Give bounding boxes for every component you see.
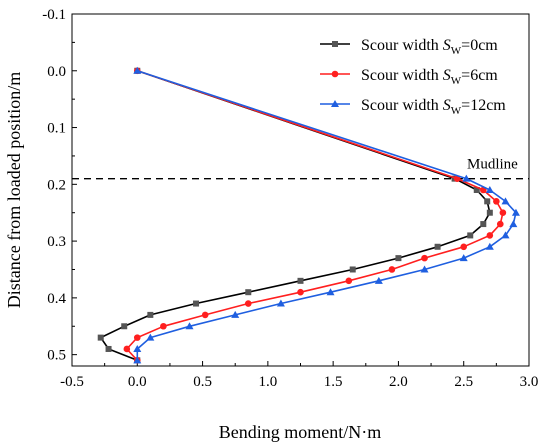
x-tick-label: 3.0 (520, 374, 539, 390)
data-point (485, 186, 494, 193)
y-tick-label: 0.3 (47, 234, 66, 250)
data-point (147, 311, 154, 318)
legend-prefix: Scour width (361, 67, 443, 84)
series-layer (97, 66, 520, 364)
data-point (244, 300, 252, 307)
legend-sub: W (451, 105, 462, 117)
series-line (126, 70, 504, 361)
data-point (485, 242, 494, 250)
legend-entry: Scour width SW=6cm (320, 67, 498, 87)
legend-var: S (443, 97, 451, 114)
series-1 (123, 67, 507, 364)
x-tick-label: 2.0 (389, 374, 408, 390)
data-point (434, 243, 441, 250)
y-tick-label: 0.5 (47, 348, 66, 364)
data-point (459, 254, 468, 262)
legend-suffix: =6cm (461, 67, 498, 84)
legend-var: S (443, 67, 451, 84)
data-point (511, 208, 520, 216)
y-tick-label: 0.1 (47, 121, 66, 137)
legend-sub: W (451, 45, 462, 57)
data-point (388, 266, 396, 273)
data-point (460, 243, 468, 251)
data-point (326, 288, 335, 296)
x-tick-label: 1.0 (258, 374, 277, 390)
data-point (499, 209, 507, 217)
data-point (467, 232, 474, 239)
series-line (99, 70, 491, 362)
data-point (133, 344, 142, 352)
legend-marker (332, 41, 338, 47)
data-point (496, 220, 504, 228)
x-axis-title: Bending moment/N·m (219, 422, 381, 442)
data-point (193, 300, 200, 307)
data-point (297, 288, 304, 296)
x-tick-label: 0.5 (193, 374, 212, 390)
data-point (480, 221, 487, 228)
legend-marker (331, 70, 339, 78)
data-point (501, 197, 510, 205)
data-point (160, 322, 167, 330)
legend-entry: Scour width SW=12cm (320, 97, 506, 117)
data-point (501, 231, 510, 239)
series-2 (133, 66, 520, 364)
data-point (146, 333, 155, 341)
legend-suffix: =0cm (461, 37, 498, 54)
y-axis-title: Distance from loaded position/m (4, 72, 24, 308)
data-point (421, 254, 428, 262)
legend-sub: W (451, 75, 462, 87)
legend-var: S (443, 37, 451, 54)
data-point (493, 198, 500, 205)
data-point (97, 334, 104, 341)
data-point (185, 322, 194, 330)
data-point (105, 345, 112, 352)
legend-suffix: =12cm (461, 97, 506, 114)
data-point (395, 255, 402, 262)
data-point (486, 209, 493, 216)
data-point (133, 334, 141, 341)
series-line (136, 70, 517, 361)
data-point (345, 277, 353, 285)
data-point (484, 198, 491, 205)
series-0 (97, 67, 493, 364)
legend-label: Scour width SW=6cm (361, 67, 498, 87)
x-tick-label: -0.5 (60, 374, 84, 390)
x-tick-label: 1.5 (324, 374, 343, 390)
data-point (486, 232, 494, 239)
data-point (509, 220, 518, 228)
x-axis-ticks: -0.5 0.0 0.5 1.0 1.5 2.0 2.5 3.0 (60, 361, 538, 390)
y-tick-label: 0.2 (47, 177, 66, 193)
legend-label: Scour width SW=0cm (361, 37, 498, 57)
legend-prefix: Scour width (361, 37, 443, 54)
data-point (462, 174, 471, 182)
data-point (133, 356, 142, 364)
data-point (349, 266, 356, 273)
y-axis-ticks: -0.1 0.0 0.1 0.2 0.3 0.4 0.5 (42, 7, 77, 364)
data-point (276, 299, 285, 307)
data-point (201, 311, 209, 319)
data-point (123, 345, 131, 353)
mudline-label: Mudline (467, 157, 518, 173)
data-point (133, 66, 142, 74)
y-tick-label: 0.4 (47, 291, 66, 307)
legend-marker (331, 100, 339, 107)
data-point (245, 289, 252, 296)
legend-prefix: Scour width (361, 97, 443, 114)
x-tick-label: 2.5 (454, 374, 473, 390)
data-point (374, 276, 383, 284)
legend-entry: Scour width SW=0cm (320, 37, 498, 57)
data-point (231, 310, 240, 318)
y-tick-label: -0.1 (42, 7, 66, 23)
data-point (297, 277, 304, 284)
data-point (121, 323, 128, 330)
data-point (473, 187, 480, 193)
y-tick-label: 0.0 (47, 64, 66, 80)
legend-label: Scour width SW=12cm (361, 97, 506, 117)
x-tick-label: 0.0 (128, 374, 147, 390)
data-point (420, 265, 429, 273)
